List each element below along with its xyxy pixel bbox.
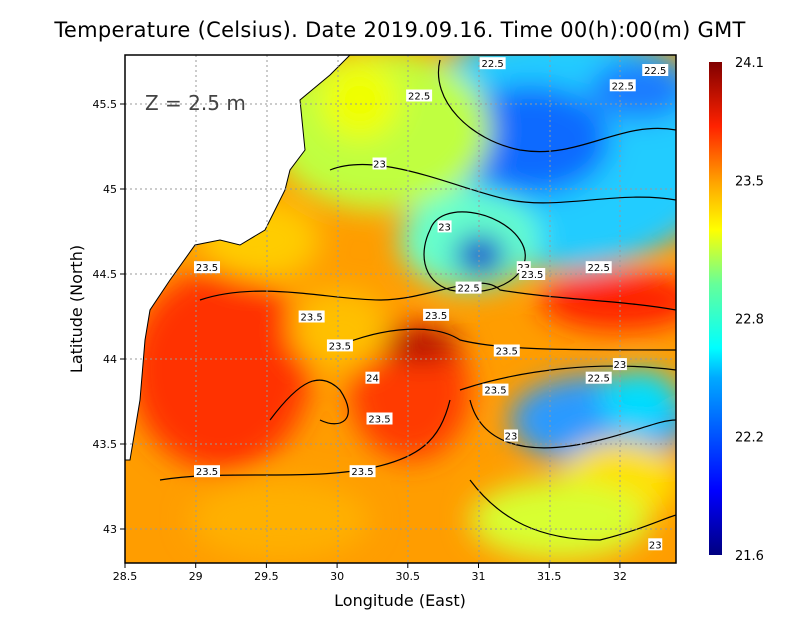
contour-label: 23.5: [425, 311, 447, 322]
contour-label: 24: [366, 374, 379, 385]
contour-label-bg: [406, 89, 433, 102]
contour-label: 23.5: [301, 313, 323, 324]
contour-label: 23.5: [368, 415, 390, 426]
y-axis-ticks: 43 43.5 44 44.5 45 45.5: [93, 98, 125, 536]
contour-label: 23: [649, 540, 662, 551]
x-axis-ticks: 28.5 29 29.5 30 30.5 31 31.5 32: [113, 563, 627, 583]
contour-label-bg: [648, 538, 663, 551]
x-tick-label: 32: [613, 570, 627, 583]
contour-label-bg: [326, 339, 353, 352]
y-tick-label: 43: [103, 523, 117, 536]
colorbar-labels: 24.1 23.5 22.8 22.2 21.6: [735, 56, 764, 564]
contour-label: 22.5: [408, 92, 430, 103]
contour-label-bg: [642, 64, 669, 76]
contour-label-bg: [423, 308, 450, 321]
contour-label-bg: [585, 261, 612, 274]
x-tick-label: 30: [330, 570, 344, 583]
contour-labels: 22.5 22.5 22.5 22.5 23 23 23 23.5 22.5 22.5 23.5 23…: [194, 57, 669, 551]
contour-label: 23.5: [196, 467, 218, 478]
figure-title: Temperature (Celsius). Date 2019.09.16. …: [54, 18, 746, 42]
contour-label: 23.5: [351, 467, 373, 478]
contour-label-bg: [479, 57, 506, 70]
contour-label: 23.5: [496, 347, 518, 358]
x-tick-label: 29: [189, 570, 203, 583]
contour-label-bg: [349, 465, 376, 478]
contour-label-bg: [298, 310, 325, 323]
colorbar-label: 24.1: [735, 56, 764, 71]
contour-label-bg: [504, 429, 519, 442]
contour-label-bg: [372, 157, 387, 170]
x-tick-label: 31: [472, 570, 486, 583]
contour-label: 23: [438, 222, 451, 233]
contour-label: 23: [505, 432, 518, 443]
contour-label-bg: [609, 79, 636, 92]
contour-label: 23.5: [329, 341, 351, 352]
grid-lines: [125, 55, 676, 563]
contour-label-bg: [437, 220, 452, 233]
colorbar-label: 23.5: [735, 174, 764, 189]
y-tick-label: 44: [103, 353, 117, 366]
y-axis-label: Latitude (North): [67, 245, 86, 373]
y-tick-label: 43.5: [93, 438, 118, 451]
y-tick-label: 45.5: [93, 98, 118, 111]
contour-label: 23.5: [196, 263, 218, 274]
colorbar: [709, 62, 722, 555]
contour-label-bg: [365, 371, 380, 384]
y-tick-label: 44.5: [93, 268, 118, 281]
contour-label-bg: [455, 281, 482, 294]
contour-label: 23.5: [521, 270, 543, 281]
colorbar-label: 22.2: [735, 431, 764, 446]
contour-label: 22.5: [588, 263, 610, 274]
temperature-field: 22.5 22.5 22.5 22.5 23 23 23 23.5 22.5 22.5 23.5 23…: [125, 55, 676, 563]
x-axis-label: Longitude (East): [334, 591, 466, 610]
contour-label: 22.5: [588, 374, 610, 385]
contour-label: 22.5: [612, 81, 634, 92]
land-coastline: [125, 55, 351, 461]
contour-label: 22.5: [457, 284, 479, 295]
contour-label-bg: [366, 412, 393, 425]
depth-label: Z = 2.5 m: [145, 91, 246, 115]
colorbar-label: 22.8: [735, 312, 764, 327]
contour-label-bg: [612, 358, 627, 371]
contour-label-bg: [482, 383, 509, 396]
colorbar-label: 21.6: [735, 549, 764, 564]
x-tick-label: 31.5: [537, 570, 562, 583]
x-tick-label: 29.5: [254, 570, 279, 583]
contour-label: 23: [614, 360, 627, 371]
contour-label: 22.5: [482, 59, 504, 70]
contour-label-bg: [194, 465, 221, 478]
contour-label: 22.5: [644, 66, 666, 77]
contour-label-bg: [519, 268, 546, 280]
contour-label-bg: [493, 344, 520, 357]
x-tick-label: 30.5: [396, 570, 421, 583]
x-tick-label: 28.5: [113, 570, 138, 583]
contour-label: 23.5: [484, 386, 506, 397]
contour-label-bg: [585, 371, 612, 384]
plot-frame: [124, 54, 677, 564]
y-tick-label: 45: [103, 183, 117, 196]
contour-label-bg: [194, 261, 221, 274]
contour-label: 23: [373, 160, 386, 171]
